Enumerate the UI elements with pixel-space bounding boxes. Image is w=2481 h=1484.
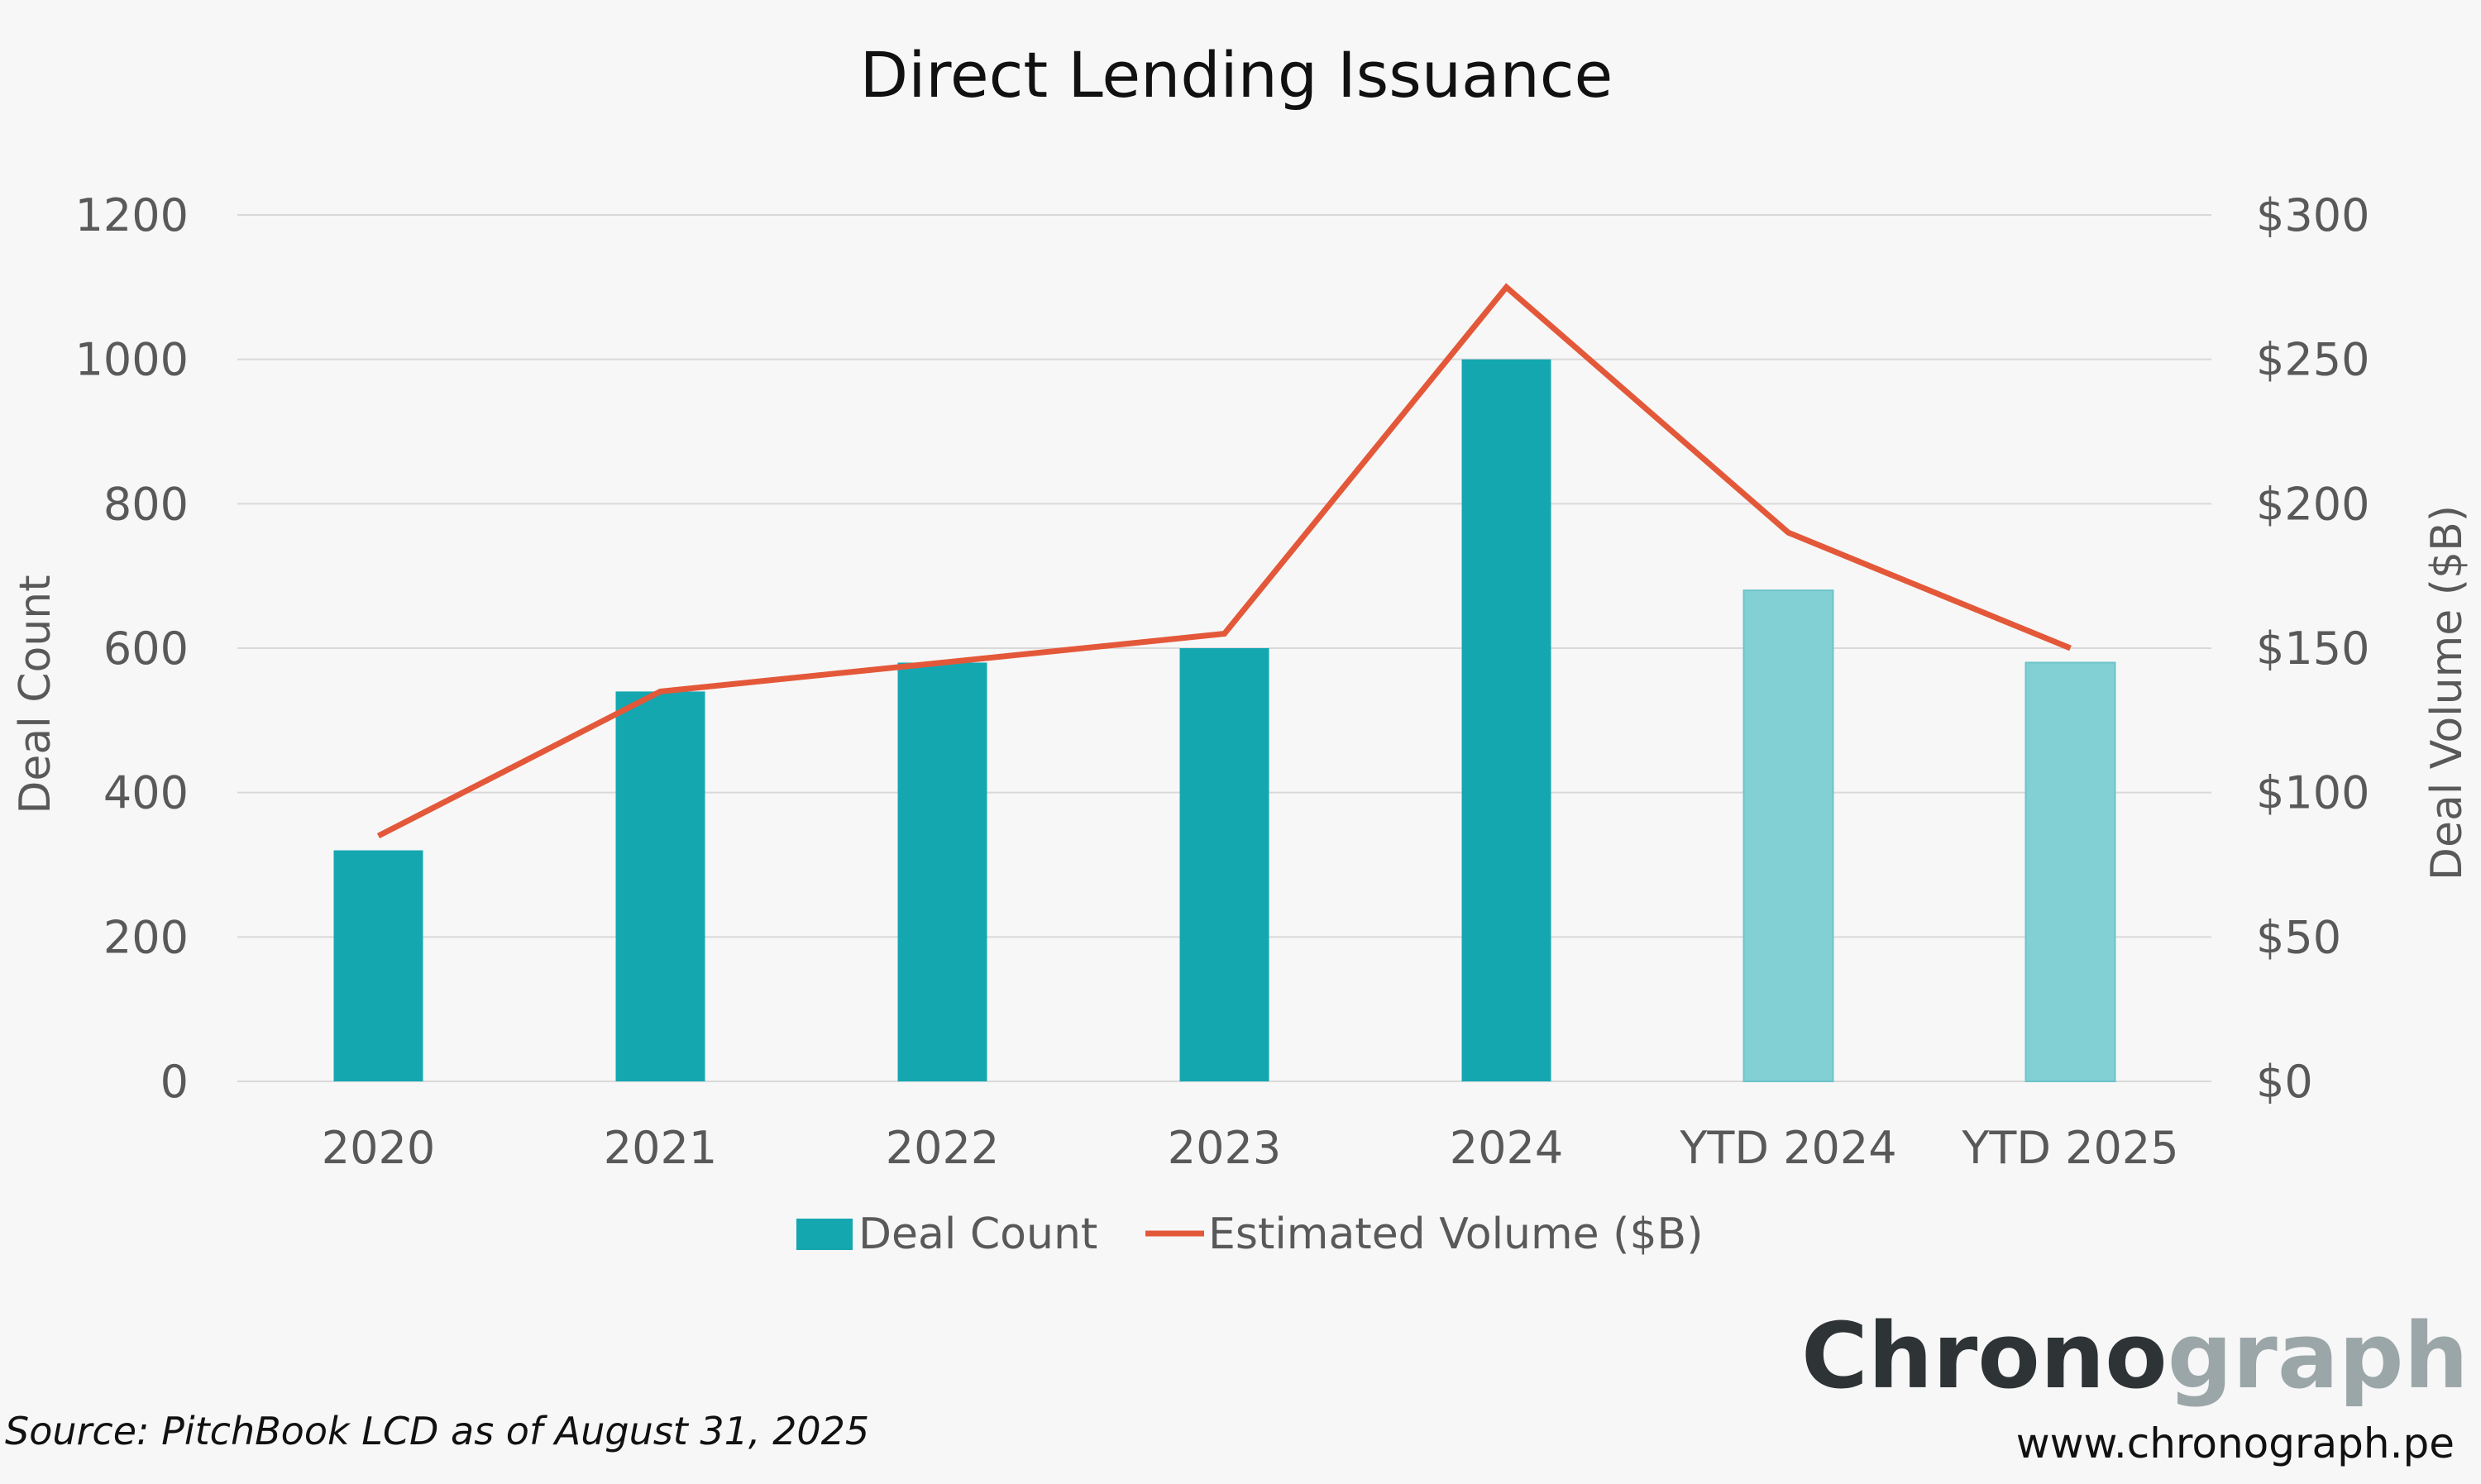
y-right-tick-label: $0: [2256, 1056, 2313, 1108]
y-right-tick-label: $200: [2256, 478, 2369, 530]
y-left-axis-title: Deal Count: [11, 575, 60, 814]
brand-logo: Chronograph www.chronograph.pe: [1801, 1303, 2469, 1467]
y-right-axis-title: Deal Volume ($B): [2422, 505, 2472, 880]
x-tick-label: 2022: [886, 1122, 999, 1174]
legend: Deal Count Estimated Volume ($B): [796, 1210, 1703, 1259]
legend-label-deal-count: Deal Count: [858, 1210, 1097, 1259]
y-left-tick-label: 1000: [75, 334, 189, 386]
bar: [2024, 661, 2116, 1082]
brand-url: www.chronograph.pe: [2016, 1420, 2455, 1467]
y-left-tick-label: 800: [103, 478, 189, 530]
line-series: [376, 283, 2072, 839]
brand-wordmark-dark: Chrono: [1801, 1303, 2168, 1409]
y-right-tick-label: $50: [2256, 911, 2341, 963]
source-note: Source: PitchBook LCD as of August 31, 2…: [5, 1409, 869, 1453]
chart-title: Direct Lending Issuance: [860, 38, 1613, 112]
bar: [1461, 359, 1551, 1082]
x-tick-label: 2021: [604, 1122, 717, 1174]
bar: [333, 850, 423, 1081]
y-right-tick-label: $300: [2256, 189, 2369, 241]
legend-swatch-deal-count: [796, 1219, 853, 1250]
x-tick-label: 2024: [1450, 1122, 1563, 1174]
y-left-tick-label: 600: [103, 623, 189, 675]
x-tick-label: YTD 2025: [1961, 1122, 2178, 1174]
y-left-tick-label: 200: [103, 911, 189, 963]
y-right-tick-label: $150: [2256, 623, 2369, 675]
brand-wordmark-light: graph: [2168, 1303, 2469, 1409]
y-left-tick-label: 400: [103, 767, 189, 819]
bar: [1742, 589, 1834, 1082]
x-tick-label: 2020: [322, 1122, 435, 1174]
y-left-tick-label: 1200: [75, 189, 189, 241]
bar-series: [333, 359, 2116, 1082]
x-tick-label: 2023: [1168, 1122, 1281, 1174]
bar: [1179, 648, 1269, 1081]
legend-label-estimated-volume: Estimated Volume ($B): [1208, 1210, 1703, 1259]
y-left-tick-label: 0: [160, 1056, 189, 1108]
bar: [897, 662, 987, 1081]
y-right-tick-label: $250: [2256, 334, 2369, 386]
x-tick-label: YTD 2024: [1679, 1122, 1896, 1174]
y-right-tick-label: $100: [2256, 767, 2369, 819]
axis-ticks: 0 200 400 600 800 1000 1200 $0 $50 $100 $150 $200 $2…: [75, 189, 2370, 1174]
brand-wordmark: Chronograph: [1801, 1303, 2469, 1409]
bar: [615, 691, 705, 1081]
